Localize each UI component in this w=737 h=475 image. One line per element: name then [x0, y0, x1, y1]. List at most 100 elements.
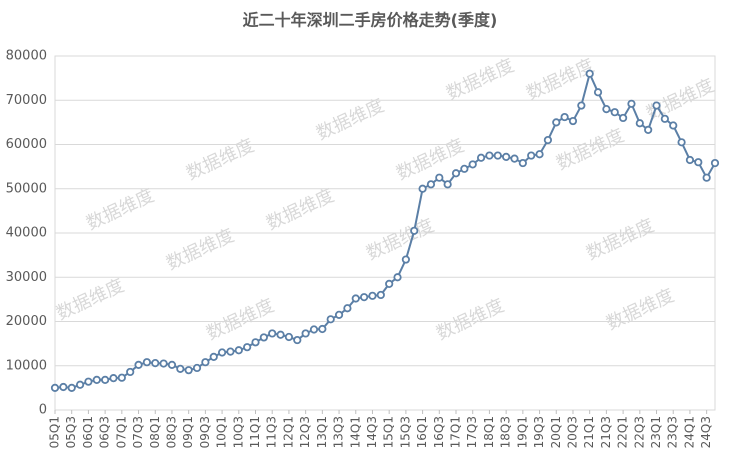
marker: [184, 366, 193, 375]
x-tick-label: 06Q1: [81, 416, 95, 448]
x-tick-label: 24Q3: [699, 416, 713, 448]
marker: [652, 101, 661, 110]
watermark: 数据维度: [313, 95, 387, 144]
watermark: 数据维度: [433, 295, 507, 344]
marker: [610, 108, 619, 117]
marker: [360, 293, 369, 302]
x-tick-label: 08Q1: [148, 416, 162, 448]
marker: [67, 383, 76, 392]
x-tick-label: 11Q1: [248, 416, 262, 448]
marker: [217, 348, 227, 357]
marker: [585, 69, 594, 78]
marker: [619, 113, 628, 123]
watermark: 数据维度: [553, 125, 627, 174]
marker: [552, 118, 561, 127]
marker: [176, 364, 185, 373]
marker: [326, 315, 335, 324]
y-tick-label: 30000: [6, 270, 47, 285]
marker: [468, 160, 477, 169]
marker: [644, 125, 653, 134]
marker: [568, 116, 578, 126]
marker: [443, 180, 452, 189]
marker: [677, 138, 686, 147]
marker: [593, 88, 603, 97]
y-tick-label: 50000: [6, 181, 47, 196]
y-tick-label: 10000: [6, 358, 47, 373]
marker: [59, 382, 68, 392]
x-tick-label: 13Q3: [332, 416, 346, 448]
marker: [92, 375, 101, 385]
x-tick-label: 12Q1: [281, 416, 295, 448]
marker: [226, 347, 235, 356]
x-tick-label: 11Q3: [265, 416, 279, 448]
marker: [50, 383, 60, 392]
y-tick-label: 0: [39, 403, 47, 418]
marker: [694, 158, 703, 167]
marker: [493, 151, 502, 160]
marker: [276, 330, 285, 339]
y-tick-label: 40000: [6, 226, 47, 241]
marker: [134, 360, 143, 369]
x-tick-label: 14Q1: [348, 416, 362, 448]
watermark: 数据维度: [363, 215, 437, 264]
marker: [669, 121, 678, 130]
marker: [268, 329, 277, 338]
x-tick-label: 05Q1: [48, 416, 62, 448]
watermark: 数据维度: [183, 135, 257, 184]
marker: [201, 358, 210, 367]
watermark: 数据维度: [443, 55, 517, 104]
marker: [209, 352, 218, 361]
marker: [109, 374, 118, 383]
x-tick-label: 22Q1: [616, 416, 630, 448]
marker: [126, 367, 135, 377]
marker: [627, 99, 636, 108]
marker: [101, 375, 110, 385]
watermark: 数据维度: [603, 285, 677, 334]
marker: [284, 332, 294, 342]
marker: [142, 358, 151, 367]
x-tick-label: 07Q1: [114, 416, 128, 448]
marker: [243, 343, 252, 352]
marker: [410, 226, 419, 235]
marker: [502, 152, 511, 161]
marker: [334, 310, 344, 319]
marker: [309, 325, 319, 334]
x-tick-label: 23Q1: [649, 416, 663, 448]
x-tick-label: 21Q3: [599, 416, 613, 448]
y-tick-label: 20000: [6, 314, 47, 329]
x-tick-label: 12Q3: [298, 416, 312, 448]
marker: [401, 255, 410, 264]
marker: [710, 158, 720, 168]
marker: [660, 114, 669, 123]
marker: [75, 380, 85, 389]
y-tick-label: 80000: [6, 49, 47, 64]
marker: [527, 151, 536, 160]
marker: [368, 291, 377, 300]
marker: [510, 154, 519, 163]
marker: [418, 184, 427, 193]
marker: [476, 153, 486, 162]
marker: [351, 294, 360, 303]
x-tick-label: 17Q1: [449, 416, 463, 448]
marker: [167, 360, 177, 369]
watermark: 数据维度: [523, 55, 597, 104]
x-tick-label: 05Q3: [64, 416, 78, 448]
x-tick-label: 15Q1: [382, 416, 396, 448]
marker: [543, 135, 553, 145]
x-tick-label: 08Q3: [164, 416, 178, 448]
x-tick-label: 13Q1: [315, 416, 329, 448]
watermark: 数据维度: [53, 275, 127, 324]
marker: [234, 346, 243, 355]
marker: [318, 324, 327, 334]
x-tick-label: 20Q3: [565, 416, 579, 448]
y-tick-label: 70000: [6, 93, 47, 108]
watermark: 数据维度: [583, 215, 657, 264]
x-tick-label: 21Q1: [582, 416, 596, 448]
marker: [435, 173, 444, 182]
marker: [451, 169, 461, 178]
marker: [151, 358, 160, 368]
marker: [259, 333, 268, 342]
marker: [343, 304, 352, 313]
watermark: 数据维度: [163, 225, 237, 274]
